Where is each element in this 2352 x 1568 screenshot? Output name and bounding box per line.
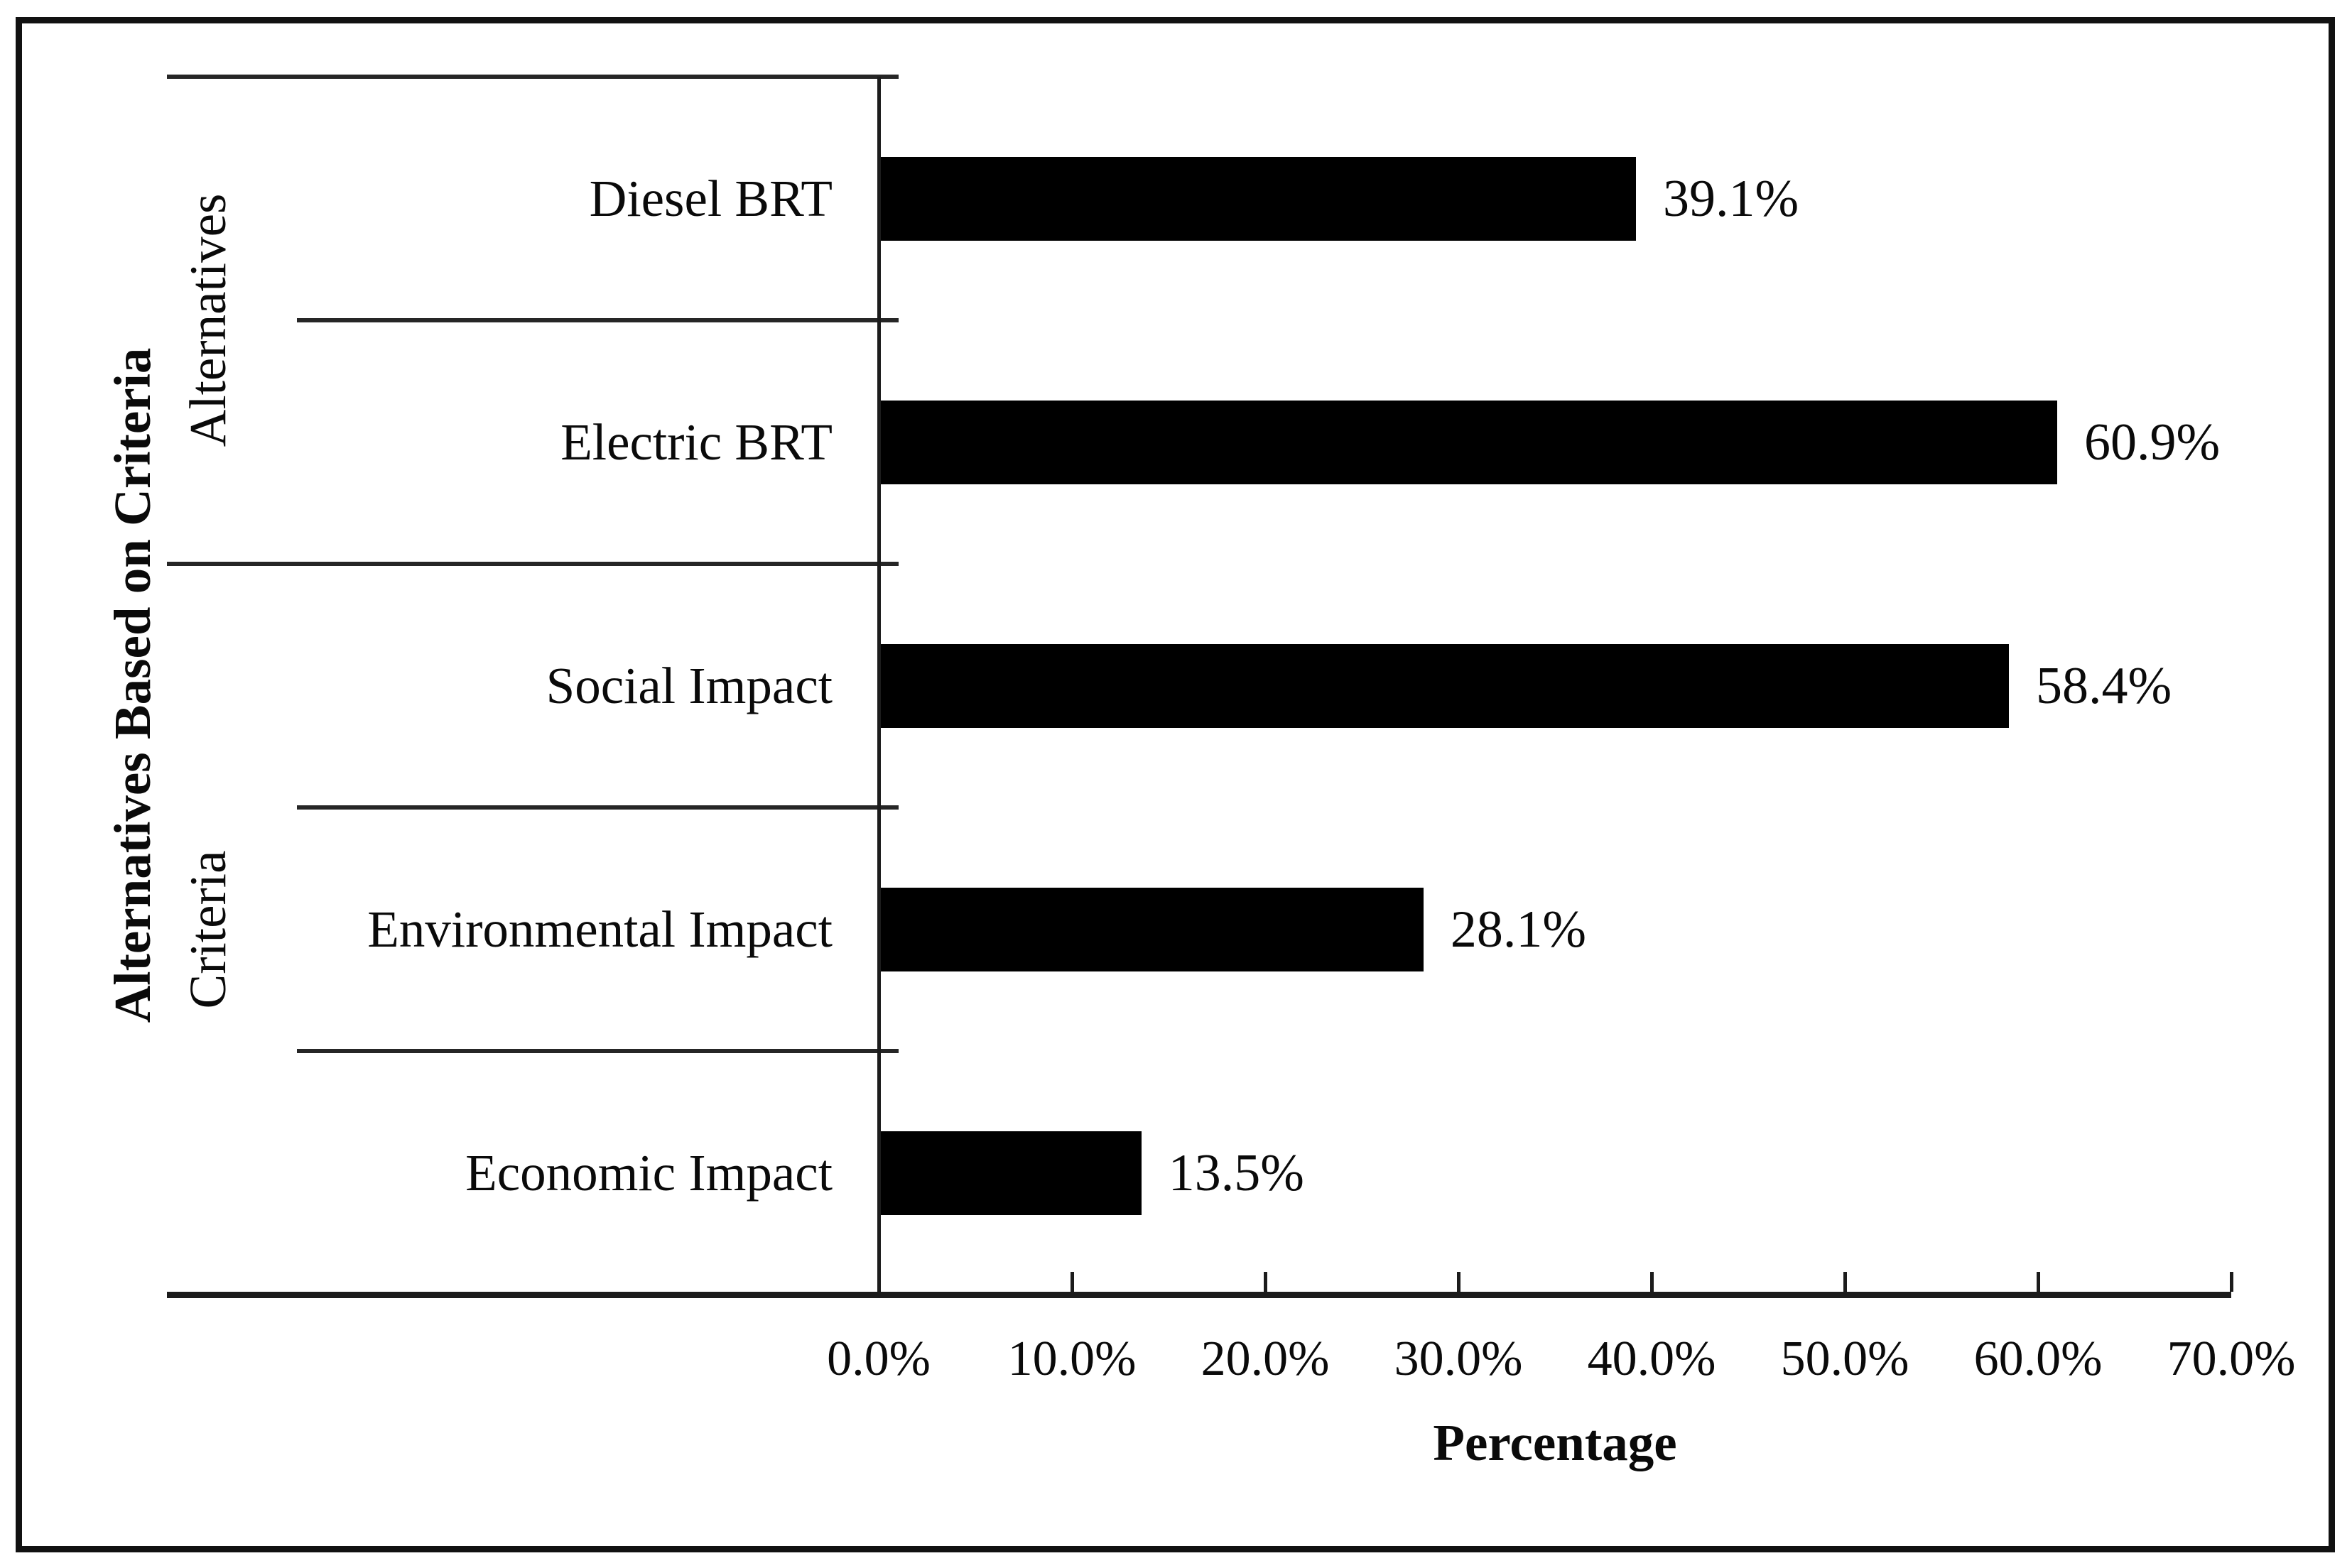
category-separator-line xyxy=(297,1049,899,1053)
group-label-alternatives: Alternatives xyxy=(179,193,237,447)
category-separator-line xyxy=(297,318,899,322)
value-label-diesel-brt: 39.1% xyxy=(1663,169,1799,228)
x-axis-tick-label: 0.0% xyxy=(827,1332,931,1386)
category-label-electric-brt: Electric BRT xyxy=(560,413,833,471)
x-axis-tick xyxy=(1649,1272,1654,1292)
group-label-criteria: Criteria xyxy=(179,850,237,1008)
x-axis-tick xyxy=(1070,1272,1074,1292)
x-axis-tick xyxy=(2229,1272,2233,1292)
bar-diesel-brt xyxy=(880,156,1637,241)
x-axis-tick-label: 20.0% xyxy=(1201,1332,1330,1386)
bar-environmental-impact xyxy=(880,887,1424,971)
x-axis-tick xyxy=(1456,1272,1460,1292)
bar-economic-impact xyxy=(880,1131,1142,1215)
value-label-social-impact: 58.4% xyxy=(2035,656,2172,715)
bar-social-impact xyxy=(880,643,2009,728)
group-separator-line xyxy=(167,75,899,79)
value-label-electric-brt: 60.9% xyxy=(2083,413,2221,472)
x-axis-title: Percentage xyxy=(1433,1414,1677,1471)
x-axis-tick xyxy=(2036,1272,2040,1292)
x-axis-tick-label: 40.0% xyxy=(1587,1332,1716,1386)
x-axis-tick-label: 10.0% xyxy=(1007,1332,1137,1386)
category-label-diesel-brt: Diesel BRT xyxy=(589,169,833,227)
x-axis-tick-label: 50.0% xyxy=(1780,1332,1909,1386)
bar-electric-brt xyxy=(880,400,2057,484)
x-axis-tick xyxy=(1263,1272,1267,1292)
category-separator-line xyxy=(297,805,899,810)
x-axis-tick-label: 60.0% xyxy=(1973,1332,2103,1386)
value-label-economic-impact: 13.5% xyxy=(1168,1143,1304,1202)
group-separator-line xyxy=(167,562,899,566)
x-axis-tick xyxy=(1843,1272,1847,1292)
category-axis-line xyxy=(877,77,881,1295)
category-label-social-impact: Social Impact xyxy=(546,656,833,714)
chart-border-frame xyxy=(16,17,2335,1552)
category-label-environmental-impact: Environmental Impact xyxy=(367,900,833,958)
value-label-environmental-impact: 28.1% xyxy=(1450,900,1586,959)
x-axis-baseline xyxy=(167,1292,2231,1298)
x-axis-tick-label: 70.0% xyxy=(2167,1332,2296,1386)
y-axis-title: Alternatives Based on Criteria xyxy=(104,347,161,1023)
category-label-economic-impact: Economic Impact xyxy=(465,1143,833,1202)
x-axis-tick-label: 30.0% xyxy=(1394,1332,1523,1386)
